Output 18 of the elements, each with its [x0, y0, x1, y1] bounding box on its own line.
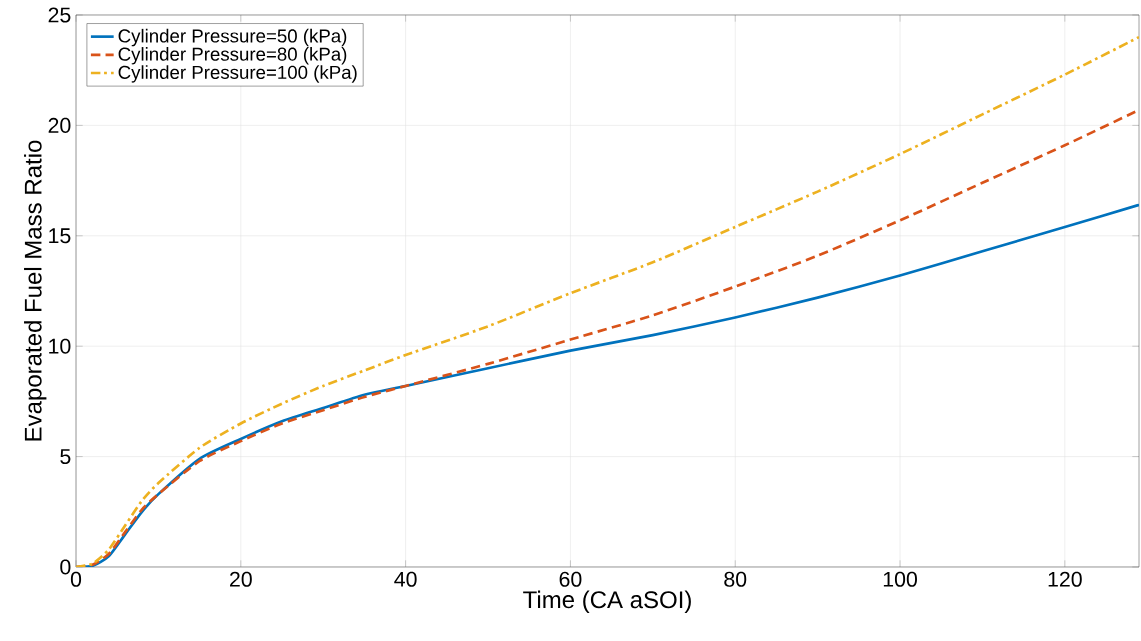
y-tick-label: 10 [49, 338, 71, 354]
x-tick-label: 40 [394, 571, 417, 587]
x-tick-label: 120 [1048, 571, 1082, 587]
legend-label: Cylinder Pressure=50 (kPa) [118, 28, 347, 47]
y-tick-label: 0 [60, 559, 71, 575]
y-tick-label: 5 [60, 449, 71, 465]
x-axis-title: Time (CA aSOI) [523, 590, 691, 613]
y-tick-label: 25 [48, 7, 71, 23]
legend-label: Cylinder Pressure=100 (kPa) [118, 65, 357, 83]
x-tick-label: 80 [724, 571, 747, 587]
x-tick-label: 100 [883, 571, 917, 587]
y-tick-label: 15 [49, 228, 71, 244]
legend-label: Cylinder Pressure=80 (kPa) [118, 47, 347, 65]
x-tick-label: 20 [230, 571, 252, 587]
y-axis-title: Evaporated Fuel Mass Ratio [24, 140, 47, 441]
x-tick-label: 60 [559, 571, 582, 587]
y-tick-label: 20 [48, 117, 71, 133]
x-tick-label: 0 [70, 571, 82, 587]
